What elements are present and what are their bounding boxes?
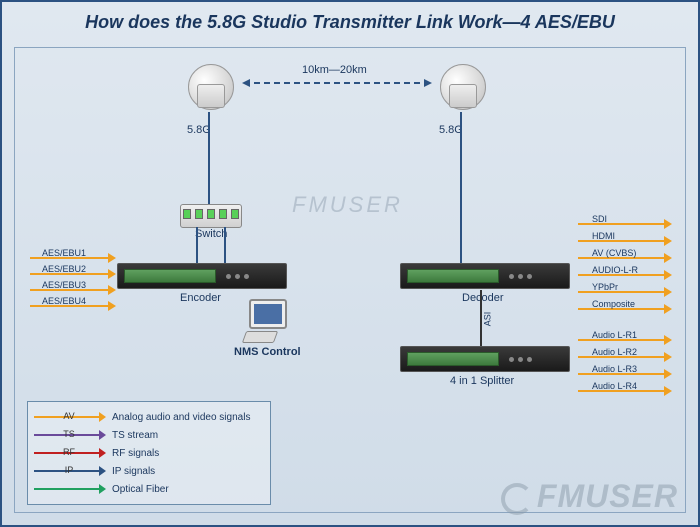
ip-line-left-2	[196, 227, 198, 263]
watermark-text: FMUSER	[292, 192, 403, 218]
out-dec-3-label: AUDIO-L-R	[592, 265, 638, 275]
encoder-label: Encoder	[180, 292, 221, 304]
legend-row-1: .legend-row:nth-child(2) .legend-line::a…	[34, 426, 264, 444]
out-spl-3-label: Audio L-R4	[592, 381, 637, 391]
out-spl-3: Audio L-R4	[578, 384, 672, 398]
out-spl-2-label: Audio L-R3	[592, 364, 637, 374]
out-spl-1-label: Audio L-R2	[592, 347, 637, 357]
legend-row-2: .legend-row:nth-child(3) .legend-line::a…	[34, 444, 264, 462]
nms-label: NMS Control	[234, 346, 301, 358]
legend-text-1: TS stream	[112, 430, 158, 441]
diagram-title: How does the 5.8G Studio Transmitter Lin…	[2, 12, 698, 33]
legend-text-2: RF signals	[112, 448, 159, 459]
brand-logo: FMUSER	[501, 478, 678, 515]
legend-row-0: .legend-row:nth-child(1) .legend-line::a…	[34, 408, 264, 426]
legend-row-4: .legend-row:nth-child(5) .legend-line::a…	[34, 480, 264, 498]
out-dec-0-label: SDI	[592, 214, 607, 224]
network-switch	[180, 204, 242, 228]
out-spl-0-label: Audio L-R1	[592, 330, 637, 340]
out-dec-4-label: YPbPr	[592, 282, 618, 292]
out-dec-0: SDI	[578, 217, 672, 231]
input-3-label: AES/EBU4	[42, 296, 86, 306]
out-spl-2: Audio L-R3	[578, 367, 672, 381]
input-2: AES/EBU3	[30, 283, 116, 297]
out-dec-1-label: HDMI	[592, 231, 615, 241]
antenna-left	[180, 64, 240, 124]
out-dec-2: AV (CVBS)	[578, 251, 672, 265]
splitter-device	[400, 346, 570, 372]
diagram-canvas: How does the 5.8G Studio Transmitter Lin…	[0, 0, 700, 527]
ip-line-left-1	[208, 112, 210, 204]
out-dec-1: HDMI	[578, 234, 672, 248]
out-dec-5-label: Composite	[592, 299, 635, 309]
antenna-right	[432, 64, 492, 124]
splitter-label: 4 in 1 Splitter	[450, 375, 514, 387]
brand-text: FMUSER	[537, 478, 678, 514]
legend-box: .legend-row:nth-child(1) .legend-line::a…	[27, 401, 271, 505]
out-dec-4: YPbPr	[578, 285, 672, 299]
ip-line-right	[460, 112, 462, 263]
input-1: AES/EBU2	[30, 267, 116, 281]
legend-text-4: Optical Fiber	[112, 484, 169, 495]
input-2-label: AES/EBU3	[42, 280, 86, 290]
asi-label: ASI	[482, 312, 492, 327]
legend-text-0: Analog audio and video signals	[112, 412, 250, 423]
legend-text-3: IP signals	[112, 466, 155, 477]
encoder-device	[117, 263, 287, 289]
wireless-link	[244, 82, 430, 84]
input-0-label: AES/EBU1	[42, 248, 86, 258]
out-spl-1: Audio L-R2	[578, 350, 672, 364]
decoder-device	[400, 263, 570, 289]
input-0: AES/EBU1	[30, 251, 116, 265]
legend-row-3: .legend-row:nth-child(4) .legend-line::a…	[34, 462, 264, 480]
out-dec-5: Composite	[578, 302, 672, 316]
out-dec-3: AUDIO-L-R	[578, 268, 672, 282]
input-1-label: AES/EBU2	[42, 264, 86, 274]
out-dec-2-label: AV (CVBS)	[592, 248, 636, 258]
distance-label: 10km—20km	[302, 64, 367, 76]
input-3: AES/EBU4	[30, 299, 116, 313]
decoder-label: Decoder	[462, 292, 504, 304]
out-spl-0: Audio L-R1	[578, 333, 672, 347]
switch-label: Switch	[195, 228, 227, 240]
nms-computer	[244, 299, 288, 343]
